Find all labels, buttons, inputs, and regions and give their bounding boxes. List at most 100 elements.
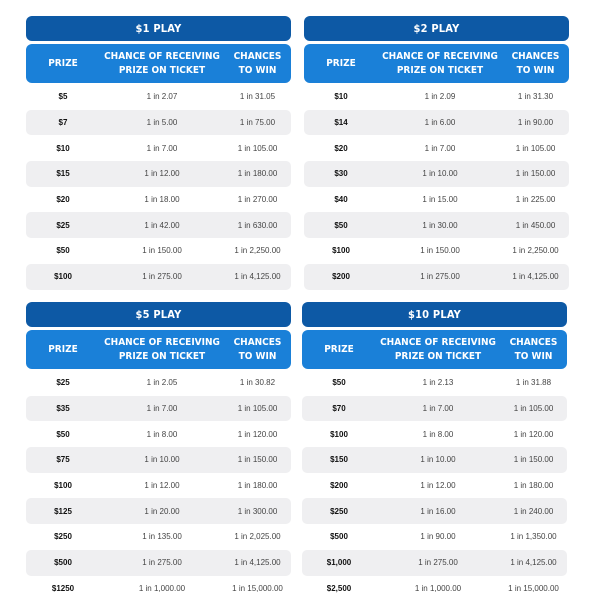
chances-to-win-cell: 1 in 150.00 [500, 455, 567, 464]
chance-cell: 1 in 8.00 [100, 430, 224, 439]
header-chance-line1: CHANCE OF RECEIVING [382, 51, 498, 62]
header-chance: CHANCE OF RECEIVING PRIZE ON TICKET [378, 50, 502, 78]
chances-to-win-cell: 1 in 120.00 [500, 430, 567, 439]
prize-cell: $30 [304, 169, 378, 178]
chances-to-win-cell: 1 in 15,000.00 [224, 584, 291, 593]
chance-cell: 1 in 12.00 [376, 481, 500, 490]
header-win-line1: CHANCES [234, 51, 282, 62]
chances-to-win-cell: 1 in 105.00 [500, 404, 567, 413]
chance-cell: 1 in 20.00 [100, 507, 224, 516]
table-row: $2,500 1 in 1,000.00 1 in 15,000.00 [302, 576, 567, 601]
prize-cell: $200 [304, 272, 378, 281]
prize-cell: $50 [26, 430, 100, 439]
chances-to-win-cell: 1 in 4,125.00 [224, 558, 291, 567]
header-chance-line2: PRIZE ON TICKET [397, 65, 483, 76]
chance-cell: 1 in 7.00 [100, 404, 224, 413]
table-row: $50 1 in 2.13 1 in 31.88 [302, 370, 567, 396]
prize-cell: $50 [302, 378, 376, 387]
prize-cell: $125 [26, 507, 100, 516]
chances-to-win-cell: 1 in 105.00 [224, 404, 291, 413]
chance-cell: 1 in 7.00 [100, 144, 224, 153]
chances-to-win-cell: 1 in 4,125.00 [502, 272, 569, 281]
chance-cell: 1 in 7.00 [376, 404, 500, 413]
table-row: $100 1 in 275.00 1 in 4,125.00 [26, 264, 291, 290]
prize-cell: $150 [302, 455, 376, 464]
chances-to-win-cell: 1 in 120.00 [224, 430, 291, 439]
prize-cell: $5 [26, 92, 100, 101]
chance-cell: 1 in 5.00 [100, 118, 224, 127]
prize-cell: $500 [302, 532, 376, 541]
chance-cell: 1 in 275.00 [378, 272, 502, 281]
chances-to-win-cell: 1 in 90.00 [502, 118, 569, 127]
prize-cell: $2,500 [302, 584, 376, 593]
header-win-line1: CHANCES [234, 337, 282, 348]
chance-cell: 1 in 1,000.00 [376, 584, 500, 593]
table-body: $50 1 in 2.13 1 in 31.88 $70 1 in 7.00 1… [302, 370, 567, 601]
prize-cell: $75 [26, 455, 100, 464]
table-row: $200 1 in 275.00 1 in 4,125.00 [304, 264, 569, 290]
chance-cell: 1 in 8.00 [376, 430, 500, 439]
table-row: $30 1 in 10.00 1 in 150.00 [304, 161, 569, 187]
table-row: $200 1 in 12.00 1 in 180.00 [302, 473, 567, 499]
table-row: $500 1 in 275.00 1 in 4,125.00 [26, 550, 291, 576]
chance-cell: 1 in 1,000.00 [100, 584, 224, 593]
table-row: $20 1 in 18.00 1 in 270.00 [26, 187, 291, 213]
chance-cell: 1 in 90.00 [376, 532, 500, 541]
table-row: $20 1 in 7.00 1 in 105.00 [304, 135, 569, 161]
table-row: $250 1 in 16.00 1 in 240.00 [302, 498, 567, 524]
table-row: $50 1 in 30.00 1 in 450.00 [304, 212, 569, 238]
prize-cell: $20 [304, 144, 378, 153]
table-header: PRIZE CHANCE OF RECEIVING PRIZE ON TICKET… [304, 44, 569, 83]
table-body: $10 1 in 2.09 1 in 31.30 $14 1 in 6.00 1… [304, 84, 569, 290]
chances-to-win-cell: 1 in 2,250.00 [502, 246, 569, 255]
table-row: $70 1 in 7.00 1 in 105.00 [302, 396, 567, 422]
prize-cell: $250 [26, 532, 100, 541]
chances-to-win-cell: 1 in 630.00 [224, 221, 291, 230]
chances-to-win-cell: 1 in 30.82 [224, 378, 291, 387]
prize-cell: $70 [302, 404, 376, 413]
header-chance-line1: CHANCE OF RECEIVING [104, 337, 220, 348]
header-prize: PRIZE [304, 57, 378, 71]
header-chance-line1: CHANCE OF RECEIVING [104, 51, 220, 62]
chances-to-win-cell: 1 in 180.00 [224, 169, 291, 178]
chances-to-win-cell: 1 in 31.88 [500, 378, 567, 387]
prize-cell: $25 [26, 378, 100, 387]
chance-cell: 1 in 12.00 [100, 169, 224, 178]
chance-cell: 1 in 18.00 [100, 195, 224, 204]
table-row: $50 1 in 8.00 1 in 120.00 [26, 421, 291, 447]
chance-cell: 1 in 10.00 [100, 455, 224, 464]
chances-to-win-cell: 1 in 2,025.00 [224, 532, 291, 541]
prize-cell: $40 [304, 195, 378, 204]
prize-cell: $14 [304, 118, 378, 127]
chances-to-win-cell: 1 in 225.00 [502, 195, 569, 204]
prize-cell: $1250 [26, 584, 100, 593]
chance-cell: 1 in 2.09 [378, 92, 502, 101]
header-chance-line2: PRIZE ON TICKET [119, 351, 205, 362]
table-title: $2 PLAY [304, 16, 569, 41]
prize-cell: $100 [302, 430, 376, 439]
table-row: $5 1 in 2.07 1 in 31.05 [26, 84, 291, 110]
chances-to-win-cell: 1 in 150.00 [224, 455, 291, 464]
chance-cell: 1 in 2.07 [100, 92, 224, 101]
chances-to-win-cell: 1 in 31.05 [224, 92, 291, 101]
header-chance-line1: CHANCE OF RECEIVING [380, 337, 496, 348]
table-title: $5 PLAY [26, 302, 291, 327]
header-prize: PRIZE [302, 343, 376, 357]
header-prize: PRIZE [26, 57, 100, 71]
chances-to-win-cell: 1 in 2,250.00 [224, 246, 291, 255]
prize-cell: $50 [304, 221, 378, 230]
chances-to-win-cell: 1 in 105.00 [224, 144, 291, 153]
table-body: $25 1 in 2.05 1 in 30.82 $35 1 in 7.00 1… [26, 370, 291, 601]
table-row: $500 1 in 90.00 1 in 1,350.00 [302, 524, 567, 550]
prize-cell: $10 [304, 92, 378, 101]
chances-to-win-cell: 1 in 450.00 [502, 221, 569, 230]
prize-cell: $15 [26, 169, 100, 178]
chances-to-win-cell: 1 in 4,125.00 [500, 558, 567, 567]
